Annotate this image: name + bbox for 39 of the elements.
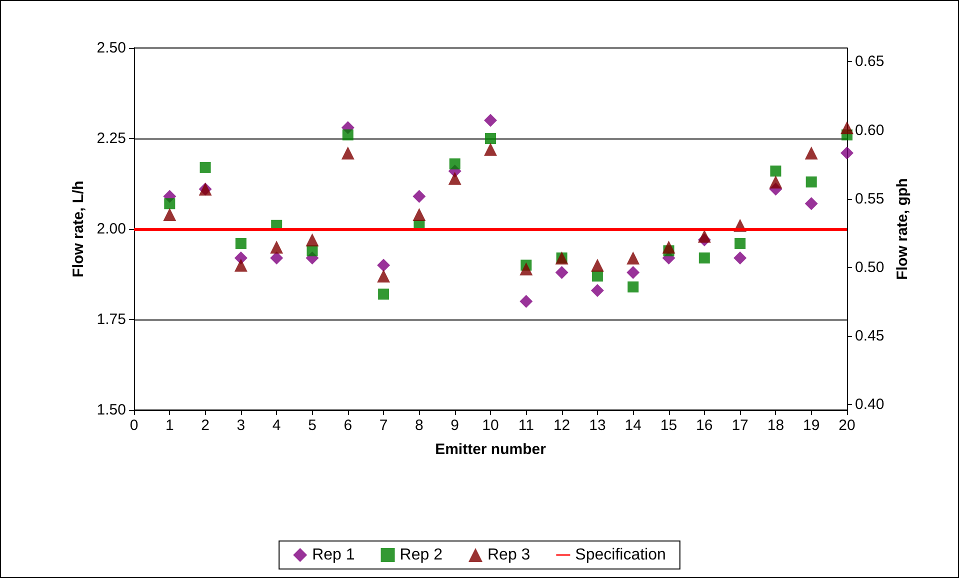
x-tick-label: 12 — [553, 417, 570, 434]
x-tick-label: 8 — [415, 417, 424, 434]
y2-tick-label: 0.40 — [855, 396, 884, 414]
x-tick-label: 9 — [450, 417, 460, 434]
legend-label: Rep 3 — [487, 546, 530, 564]
y-axis-title: Flow rate, L/h — [70, 180, 87, 278]
x-tick-label: 16 — [696, 417, 713, 434]
x-tick-label: 18 — [767, 417, 784, 434]
x-tick-label: 7 — [379, 417, 388, 434]
x-tick-label: 20 — [838, 417, 856, 434]
x-tick-label: 13 — [589, 417, 606, 434]
legend-label: Specification — [575, 546, 666, 564]
x-tick-label: 19 — [803, 417, 820, 434]
x-axis-title: Emitter number — [435, 441, 546, 458]
y-tick-label: 2.25 — [96, 130, 126, 147]
x-tick-label: 10 — [482, 417, 499, 434]
x-tick-label: 17 — [732, 417, 748, 434]
y2-tick-label: 0.60 — [855, 122, 884, 139]
x-tick-label: 5 — [308, 417, 316, 434]
y-tick-label: 1.75 — [96, 311, 126, 328]
x-tick-label: 1 — [165, 417, 174, 434]
legend-label: Rep 1 — [312, 546, 355, 564]
x-tick-label: 6 — [344, 417, 352, 434]
y2-tick-label: 0.45 — [855, 327, 884, 344]
y-tick-label: 1.50 — [96, 402, 126, 418]
y2-tick-label: 0.50 — [855, 258, 884, 276]
x-tick-label: 3 — [236, 417, 246, 434]
x-tick-label: 4 — [272, 417, 281, 434]
x-tick-label: 15 — [660, 417, 678, 434]
y2-axis-title: Flow rate, gph — [894, 178, 912, 280]
y-tick-label: 2.50 — [96, 40, 126, 56]
x-tick-label: 11 — [518, 417, 534, 434]
y2-tick-label: 0.55 — [855, 190, 884, 208]
x-tick-label: 14 — [624, 417, 642, 434]
legend-label: Rep 2 — [400, 546, 443, 564]
y-tick-label: 2.00 — [96, 220, 126, 238]
x-tick-label: 0 — [130, 417, 138, 434]
x-tick-label: 2 — [201, 417, 210, 434]
y2-tick-label: 0.65 — [855, 53, 884, 70]
